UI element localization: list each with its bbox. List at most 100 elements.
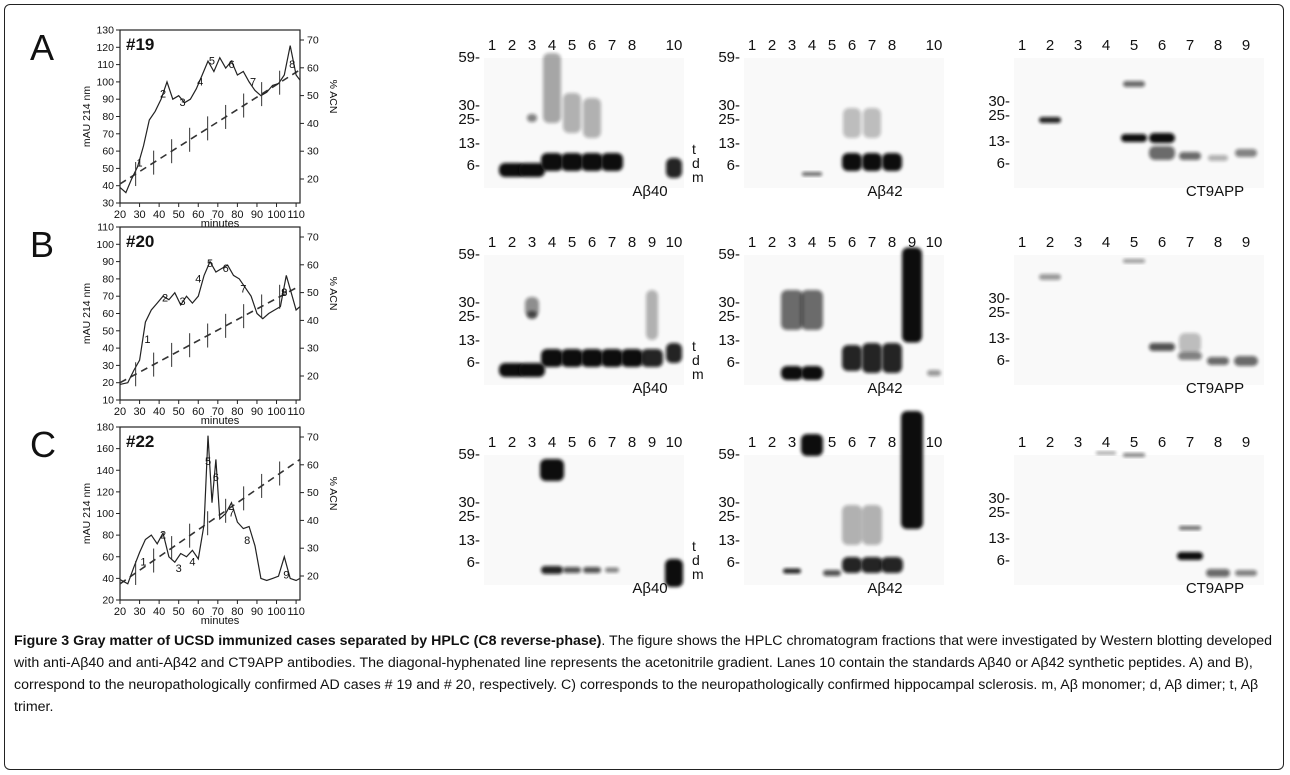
lane-number: 7	[868, 37, 876, 54]
band	[666, 343, 682, 363]
x-tick-label: 60	[192, 606, 204, 618]
y2-tick-label: 70	[307, 35, 319, 47]
lane-number: 5	[1130, 37, 1138, 54]
lane-number: 7	[1186, 234, 1194, 251]
x-tick-label: 110	[287, 606, 305, 618]
lane-number: 2	[768, 37, 776, 54]
band	[901, 411, 923, 529]
mw-marker: 6-	[727, 157, 740, 174]
band	[842, 557, 862, 573]
band	[1177, 552, 1203, 560]
band	[601, 349, 623, 367]
y-tick-label: 80	[102, 530, 114, 542]
lane-number: 2	[768, 234, 776, 251]
lane-number: 8	[1214, 434, 1222, 451]
band	[1207, 357, 1229, 365]
band	[540, 459, 564, 481]
antibody-label: Aβ40	[632, 183, 667, 200]
band	[541, 349, 563, 367]
lane-number: 4	[548, 234, 556, 251]
band	[861, 557, 883, 573]
lane-number: 3	[788, 434, 796, 451]
blot-ab42: 1 2 3 4 5 6 7 8 10 59- 30-25- 13- 6- Aβ42	[718, 37, 944, 200]
lane-number: 7	[608, 37, 616, 54]
band	[561, 153, 583, 171]
peak-label: 7	[228, 508, 234, 520]
mw-marker: 25-	[988, 304, 1010, 321]
band	[1096, 451, 1116, 455]
y2-tick-label: 50	[307, 287, 319, 299]
band	[802, 172, 822, 176]
y-tick-label: 70	[102, 291, 114, 303]
band	[519, 163, 545, 177]
blot-ct9app: 1 2 3 4 5 6 7 8 9 30-25- 13- 6- CT9APP	[988, 234, 1264, 397]
y-tick-label: 140	[96, 465, 114, 477]
lane-number: 4	[808, 234, 816, 251]
mw-marker: 13-	[988, 133, 1010, 150]
lane-number: 3	[1074, 234, 1082, 251]
x-tick-label: 90	[251, 606, 263, 618]
peak-label: 8	[281, 287, 287, 299]
y-tick-label: 100	[96, 239, 114, 251]
lane-number: 8	[628, 434, 636, 451]
lane-number: 2	[1046, 434, 1054, 451]
peak-label: 7	[240, 284, 246, 296]
band	[646, 290, 658, 340]
lane-number: 5	[568, 234, 576, 251]
band	[1235, 570, 1257, 576]
x-tick-label: 90	[251, 209, 263, 221]
y-tick-label: 20	[102, 377, 114, 389]
lane-number: 1	[488, 37, 496, 54]
peak-label: 5	[205, 456, 211, 468]
x-tick-label: 60	[192, 209, 204, 221]
band	[862, 153, 882, 171]
monomer-dimer-trimer-label: d	[692, 155, 700, 171]
band	[823, 570, 841, 576]
band	[1039, 274, 1061, 280]
acn-gradient-line	[119, 285, 301, 384]
y2-tick-label: 30	[307, 146, 319, 158]
band	[881, 557, 903, 573]
chromatogram-trace	[119, 260, 301, 385]
peak-label: 4	[197, 76, 203, 88]
peak-label: 5	[209, 56, 215, 68]
lane-number: 2	[508, 234, 516, 251]
lane-number: 6	[588, 37, 596, 54]
x-tick-label: 90	[251, 406, 263, 418]
x-tick-label: 50	[173, 606, 185, 618]
mw-marker: 6-	[997, 155, 1010, 172]
lane-number: 5	[828, 37, 836, 54]
y2-tick-label: 20	[307, 371, 319, 383]
mw-marker: 13-	[718, 332, 740, 349]
blot-ab40: 1 2 3 4 5 6 7 8 10 59- 30-25- 13- 6- tdm Aβ40	[458, 37, 703, 200]
y-tick-label: 50	[102, 163, 114, 175]
lane-number: 8	[888, 234, 896, 251]
peak-label: 6	[228, 59, 234, 71]
acn-gradient-line	[119, 458, 301, 585]
monomer-dimer-trimer-label: t	[692, 338, 696, 354]
band	[1179, 152, 1201, 160]
band	[641, 349, 663, 367]
antibody-label: CT9APP	[1186, 183, 1244, 200]
peak-label: 9	[283, 569, 289, 581]
lane-number: 3	[528, 37, 536, 54]
lane-number: 8	[628, 234, 636, 251]
lane-number: 6	[1158, 434, 1166, 451]
case-label: #19	[126, 35, 154, 54]
lane-number: 5	[828, 234, 836, 251]
antibody-label: Aβ42	[867, 380, 902, 397]
mw-marker: 25-	[718, 308, 740, 325]
mw-marker: 30-	[718, 294, 740, 311]
band	[666, 158, 682, 178]
mw-marker: 59-	[718, 246, 740, 263]
band	[1149, 343, 1175, 351]
lane-number: 9	[1242, 434, 1250, 451]
x-tick-label: 30	[133, 406, 145, 418]
peak-label: 1	[137, 158, 143, 170]
peak-label: 5	[207, 258, 213, 270]
band	[842, 153, 862, 171]
monomer-dimer-trimer-label: d	[692, 552, 700, 568]
lane-number: 6	[848, 434, 856, 451]
band	[581, 153, 603, 171]
